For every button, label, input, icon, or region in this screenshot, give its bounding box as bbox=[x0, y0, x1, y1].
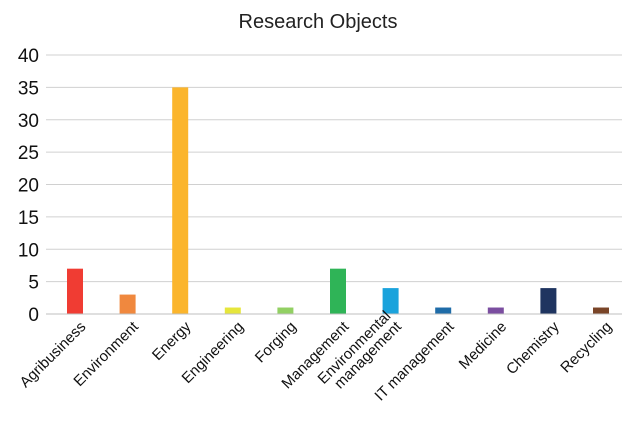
x-tick-label-line: Energy bbox=[149, 318, 195, 364]
y-tick-label: 35 bbox=[18, 78, 39, 99]
bars bbox=[67, 87, 609, 314]
bar bbox=[330, 268, 346, 314]
grid-lines bbox=[46, 54, 622, 283]
bar bbox=[67, 268, 83, 314]
bar bbox=[435, 307, 452, 314]
bar bbox=[540, 288, 557, 314]
x-tick-label: Recycling bbox=[557, 318, 615, 376]
x-tick-label-line: Recycling bbox=[557, 318, 615, 376]
x-tick-label: Medicine bbox=[456, 318, 510, 372]
x-tick-label-line: Forging bbox=[252, 318, 300, 366]
y-tick-label: 40 bbox=[18, 46, 39, 67]
x-tick-label-line: Chemistry bbox=[503, 318, 563, 378]
y-tick-label: 20 bbox=[18, 176, 39, 197]
y-tick-label: 15 bbox=[18, 208, 39, 229]
y-tick-label: 25 bbox=[18, 143, 39, 164]
bar bbox=[172, 87, 189, 314]
bar bbox=[593, 307, 609, 314]
chart-title: Research Objects bbox=[239, 11, 398, 33]
bar bbox=[224, 307, 241, 314]
bar bbox=[487, 307, 504, 314]
x-tick-label: Energy bbox=[149, 318, 195, 364]
bar bbox=[119, 294, 136, 314]
y-tick-label: 0 bbox=[28, 305, 39, 326]
y-tick-label: 10 bbox=[18, 240, 39, 261]
y-tick-label: 5 bbox=[28, 273, 39, 294]
x-tick-label: Chemistry bbox=[503, 318, 563, 378]
x-tick-label-line: Medicine bbox=[456, 318, 510, 372]
bar bbox=[382, 288, 399, 314]
bar bbox=[277, 307, 294, 314]
y-axis: 0 5 10 15 20 25 30 35 40 bbox=[18, 46, 39, 326]
x-tick-label: Forging bbox=[252, 318, 300, 366]
y-tick-label: 30 bbox=[18, 111, 39, 132]
